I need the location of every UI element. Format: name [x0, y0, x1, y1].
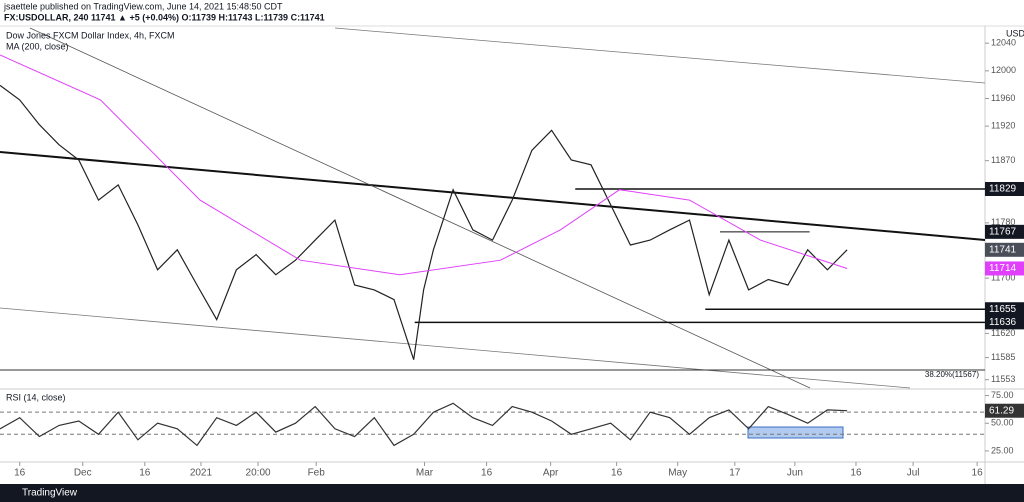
footer-bar: [0, 484, 1024, 502]
y-tick-label: 50.00: [991, 418, 1014, 428]
plot: Dow Jones FXCM Dollar Index, 4h, FXCM USD…: [0, 28, 1024, 479]
trend-line: [0, 307, 911, 389]
y-tick-label: 11585: [991, 352, 1015, 362]
price-tag: [985, 261, 1024, 276]
y-tick-label: 75.00: [991, 390, 1014, 400]
x-tick-label: Jul: [907, 468, 920, 479]
trend-line: [29, 27, 811, 389]
y-tick-label: 11553: [991, 374, 1015, 384]
y-tick-label: 11620: [991, 328, 1015, 338]
symbol-line: FX:USDOLLAR, 240 11741 ▲ +5 (+0.04%) O:1…: [4, 12, 325, 22]
y-tick-label: 11920: [991, 120, 1015, 130]
y-tick-label: 11960: [991, 93, 1015, 103]
x-tick-label: Apr: [543, 468, 559, 479]
x-tick-label: 2021: [190, 468, 213, 479]
x-tick-label: Jun: [787, 468, 803, 479]
pane-title: RSI (14, close): [6, 392, 66, 402]
series-line: [0, 402, 848, 447]
drawings: [0, 27, 986, 439]
x-tick-label: Feb: [308, 468, 326, 479]
x-tick-label: 16: [972, 468, 984, 479]
price-tag: [985, 181, 1024, 196]
price-tag-label: 61.29: [989, 405, 1014, 416]
x-tick-label: 16: [850, 468, 862, 479]
price-tag-label: 11829: [989, 184, 1017, 195]
x-tick-label: 16: [14, 468, 26, 479]
legend-entry: MA (200, close): [6, 41, 69, 51]
rsi-box: [747, 426, 844, 439]
series-line: [0, 84, 848, 360]
y-tick-label: 12000: [991, 65, 1016, 75]
price-tag-label: 11741: [989, 244, 1017, 255]
x-tick-label: 16: [481, 468, 493, 479]
publisher: jsaettele published on TradingView.com, …: [3, 1, 283, 11]
price-tag: [985, 242, 1024, 257]
x-tick-label: 16: [611, 468, 623, 479]
price-tag-label: 11714: [989, 263, 1017, 274]
series-line: [0, 54, 848, 276]
fib-label: 38.20%(11567): [925, 370, 979, 379]
x-tick-label: Dec: [74, 468, 92, 479]
y-axis-label: USD: [1006, 28, 1024, 38]
price-tag: [985, 302, 1024, 317]
y-tick-label: 11780: [991, 217, 1015, 227]
price-tag: [985, 315, 1024, 330]
trend-line: [0, 151, 986, 241]
y-tick-label: 11870: [991, 155, 1015, 165]
price-tag-label: 11767: [989, 226, 1017, 237]
y-tick-label: 12040: [991, 38, 1016, 48]
price-tag-label: 11636: [989, 317, 1017, 328]
y-tick-label: 11700: [991, 273, 1015, 283]
price-tag: [985, 224, 1024, 239]
x-tick-label: 17: [729, 468, 741, 479]
trend-line: [334, 27, 986, 84]
x-tick-label: 20:00: [246, 468, 271, 479]
price-tag-label: 11655: [989, 304, 1017, 315]
y-tick-label: 25.00: [991, 445, 1014, 455]
pane-title: Dow Jones FXCM Dollar Index, 4h, FXCM: [6, 30, 175, 40]
x-tick-label: May: [668, 468, 687, 479]
footer-logo: TradingView: [22, 488, 78, 499]
x-tick-label: 16: [139, 468, 151, 479]
price-tag: [985, 403, 1024, 418]
x-tick-label: Mar: [416, 468, 434, 479]
